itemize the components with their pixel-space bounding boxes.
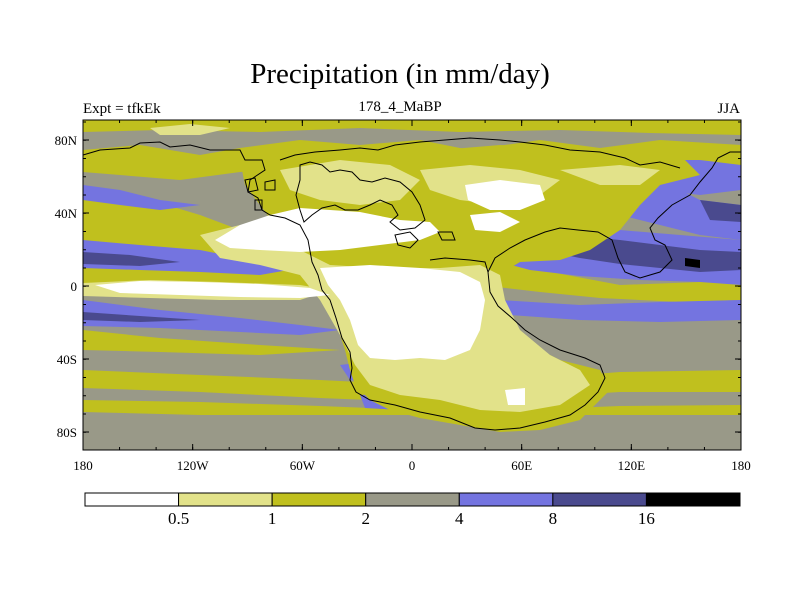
- lon-tick-label: 180: [73, 458, 93, 473]
- experiment-label: Expt = tfkEk: [83, 101, 161, 117]
- lat-tick-label: 0: [71, 279, 78, 294]
- colorbar-swatch: [458, 492, 554, 507]
- lat-tick-label: 80S: [57, 425, 77, 440]
- colorbar-swatch: [84, 492, 180, 507]
- plot-title: Precipitation (in mm/day): [250, 58, 550, 90]
- lon-tick-label: 120E: [618, 458, 646, 473]
- colorbar-swatch: [552, 492, 647, 507]
- colorbar-label: 8: [549, 509, 558, 528]
- colorbar-label: 1: [268, 509, 277, 528]
- lon-tick-label: 180: [731, 458, 751, 473]
- map-field: [83, 120, 741, 450]
- lat-tick-label: 80N: [55, 133, 78, 148]
- colorbar-swatch: [365, 492, 460, 507]
- coastline: [82, 137, 741, 431]
- colorbar-label: 16: [638, 509, 655, 528]
- colorbar: 0.5 1 2 4 8 16: [84, 492, 741, 528]
- colorbar-swatch: [271, 492, 367, 507]
- colorbar-label: 4: [455, 509, 464, 528]
- colorbar-label: 2: [361, 509, 370, 528]
- lon-tick-label: 60W: [290, 458, 316, 473]
- colorbar-swatch: [645, 492, 741, 507]
- colorbar-label: 0.5: [168, 509, 189, 528]
- lon-tick-label: 120W: [177, 458, 210, 473]
- period-label: 178_4_MaBP: [358, 99, 442, 115]
- lon-tick-label: 0: [409, 458, 416, 473]
- season-label: JJA: [717, 101, 740, 117]
- lat-tick-label: 40N: [55, 206, 78, 221]
- lat-tick-label: 40S: [57, 352, 77, 367]
- lon-tick-label: 60E: [511, 458, 532, 473]
- longitude-axis: 180 120W 60W 0 60E 120E 180: [73, 120, 751, 473]
- colorbar-swatch: [178, 492, 273, 507]
- latitude-axis: 80N 40N 0 40S 80S: [55, 121, 741, 440]
